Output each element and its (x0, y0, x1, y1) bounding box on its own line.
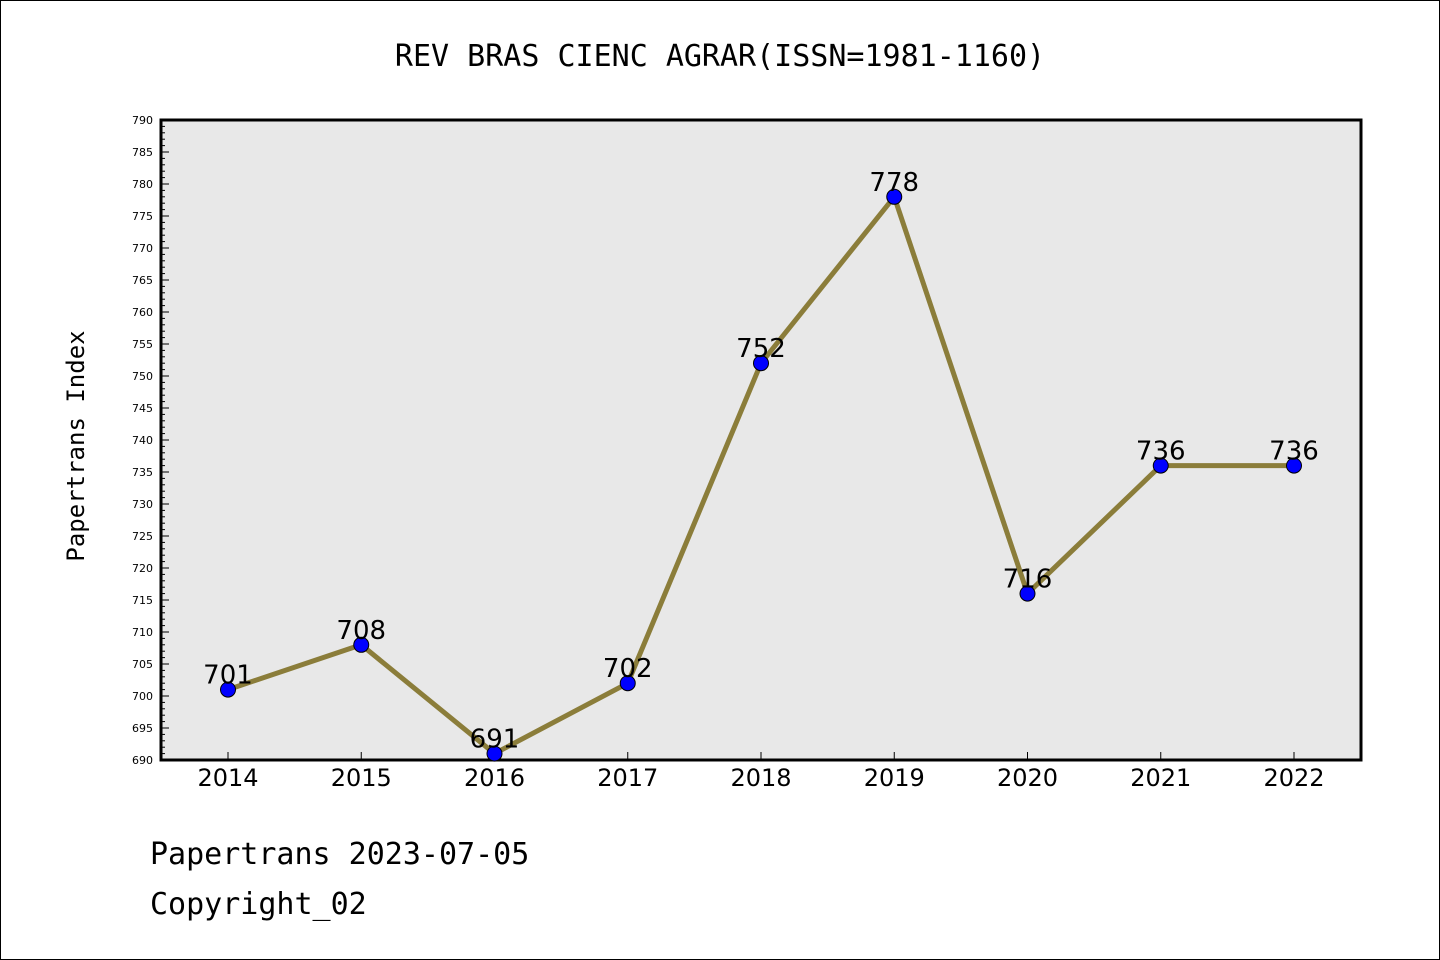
data-point (753, 355, 769, 372)
y-tick-label: 700 (132, 690, 153, 703)
y-tick-label: 715 (132, 594, 153, 607)
data-point (486, 745, 503, 762)
x-tick-label: 2015 (331, 764, 392, 792)
y-tick-label: 730 (132, 498, 153, 511)
y-tick-label: 745 (132, 402, 153, 415)
y-tick-label: 740 (132, 434, 153, 447)
x-tick-label: 2019 (864, 764, 925, 792)
data-point (1152, 457, 1169, 474)
x-tick-label: 2017 (597, 764, 658, 792)
y-tick-label: 750 (132, 370, 153, 383)
x-tick-label: 2014 (197, 764, 258, 792)
y-tick-label: 735 (132, 466, 153, 479)
y-tick-label: 775 (132, 210, 153, 223)
chart-title: REV BRAS CIENC AGRAR(ISSN=1981-1160) (395, 39, 1045, 74)
data-point (353, 636, 370, 653)
data-label: 716 (1003, 565, 1053, 595)
data-point (1286, 457, 1302, 474)
y-tick-label: 770 (132, 242, 153, 255)
x-tick-label: 2020 (997, 764, 1058, 792)
data-label: 701 (203, 661, 253, 691)
y-tick-label: 780 (132, 178, 153, 191)
x-tick-label: 2016 (464, 764, 525, 792)
data-point (1019, 585, 1036, 602)
y-axis: 690 695 700 705 710 715 720 725 730 735 740 745 750 7… (132, 114, 169, 767)
plot-area (159, 118, 1363, 762)
y-tick-label: 785 (132, 146, 153, 159)
data-label: 736 (1269, 437, 1319, 467)
footer-copyright: Copyright_02 (150, 887, 367, 922)
y-tick-label: 690 (132, 754, 153, 767)
y-tick-label: 765 (132, 274, 153, 287)
data-label-group: 701 708 691 702 752 778 716 736 736 (203, 168, 1319, 755)
data-point (886, 188, 903, 205)
y-tick-label: 755 (132, 338, 153, 351)
data-label: 736 (1136, 437, 1186, 467)
y-tick-label: 790 (132, 114, 153, 127)
data-point (619, 675, 636, 692)
y-tick-label: 725 (132, 530, 153, 543)
x-tick-label: 2018 (730, 764, 791, 792)
data-label: 708 (336, 616, 386, 646)
y-tick-label: 695 (132, 722, 153, 735)
data-point (220, 681, 236, 698)
data-label: 691 (470, 725, 520, 755)
y-tick-label: 760 (132, 306, 153, 319)
x-axis: 2014 2015 2016 2017 2018 2019 2020 2021 2022 (197, 752, 1325, 792)
footer-date: Papertrans 2023-07-05 (150, 837, 529, 872)
x-tick-label: 2022 (1263, 764, 1324, 792)
y-axis-label: Papertrans Index (62, 330, 90, 561)
y-tick-label: 710 (132, 626, 153, 639)
y-tick-label: 705 (132, 658, 153, 671)
data-label: 752 (736, 334, 786, 364)
data-label: 778 (869, 168, 919, 198)
data-label: 702 (603, 654, 653, 684)
x-tick-label: 2021 (1130, 764, 1191, 792)
data-point-group (220, 188, 1302, 762)
y-tick-label: 720 (132, 562, 153, 575)
